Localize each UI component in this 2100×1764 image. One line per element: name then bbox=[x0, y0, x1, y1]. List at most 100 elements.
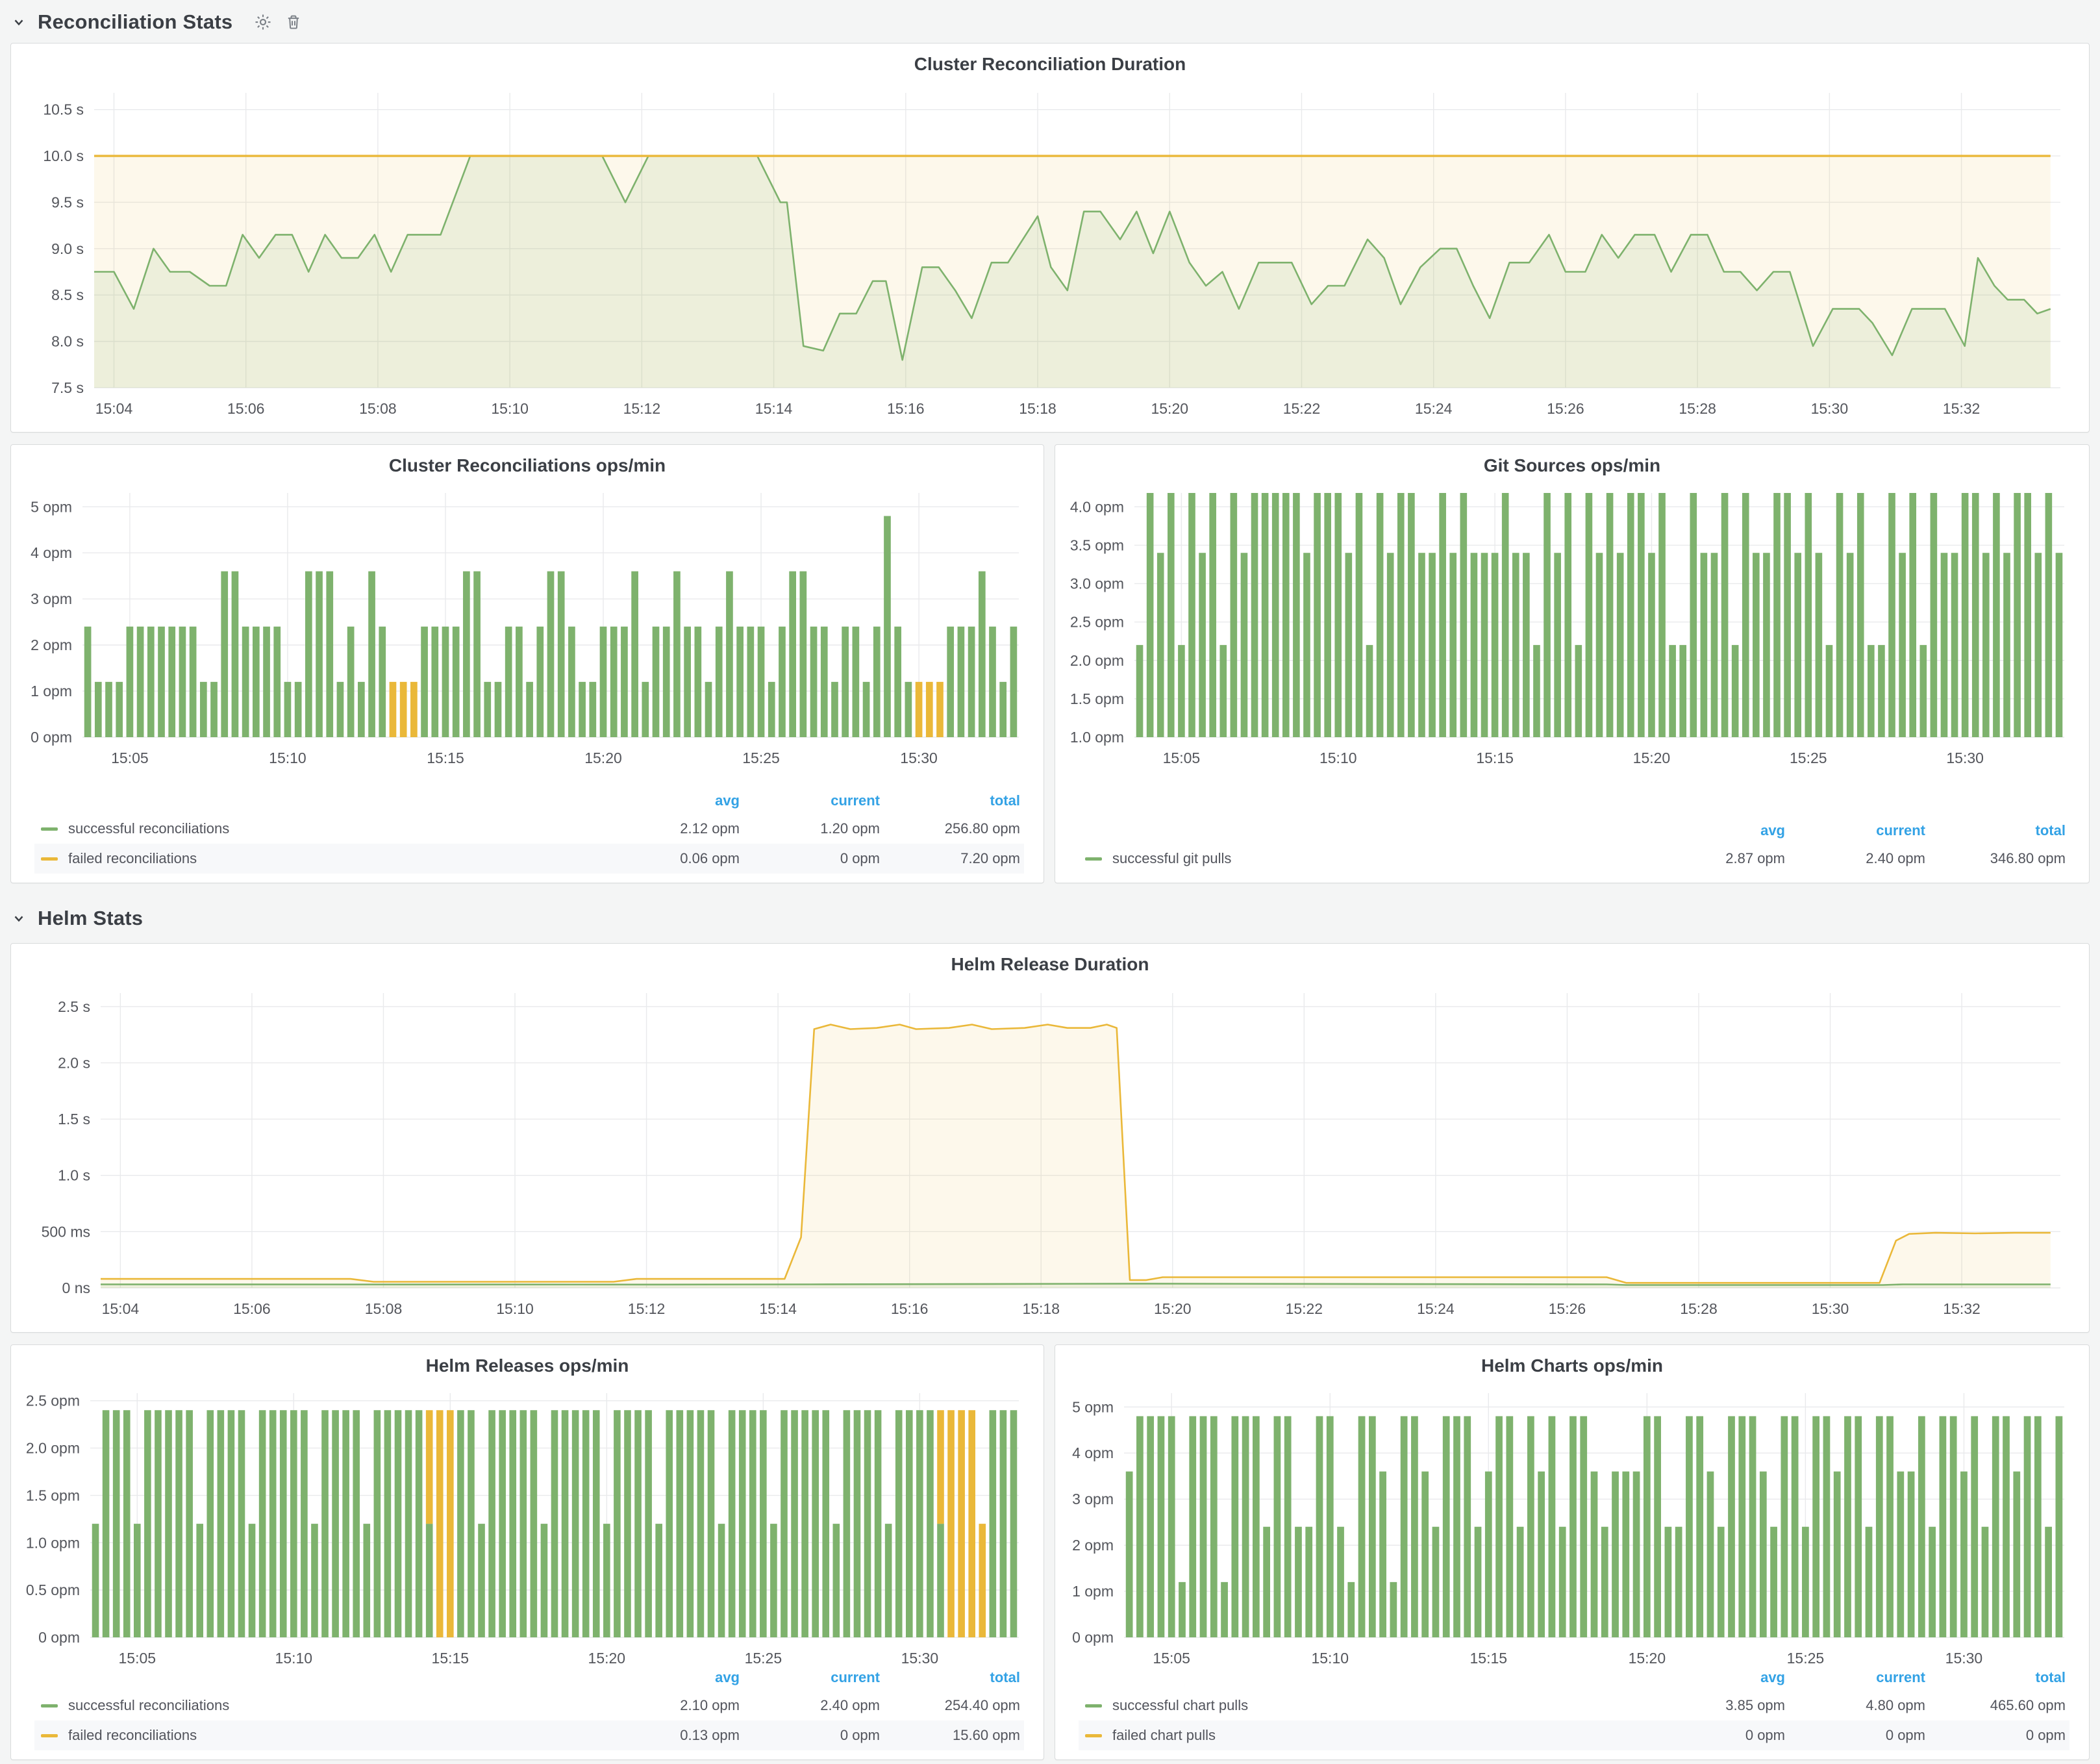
legend-series-label[interactable]: failed reconciliations bbox=[68, 1727, 603, 1744]
series-color-dash bbox=[41, 857, 58, 861]
legend-value: 0 opm bbox=[1789, 1727, 1929, 1744]
legend-sort-avg[interactable]: avg bbox=[603, 1669, 744, 1686]
legend-helm-charts: avgcurrenttotalsuccessful chart pulls3.8… bbox=[1079, 1665, 2069, 1750]
chevron-down-icon bbox=[12, 15, 26, 29]
svg-text:15:25: 15:25 bbox=[1790, 750, 1827, 766]
legend-series-label[interactable]: successful git pulls bbox=[1112, 850, 1649, 867]
panel-title[interactable]: Helm Release Duration bbox=[11, 954, 2089, 975]
svg-text:15:12: 15:12 bbox=[623, 400, 661, 417]
helm-release-duration-chart[interactable]: 2.5 s2.0 s1.5 s1.0 s500 ms0 ns15:0415:06… bbox=[16, 980, 2084, 1327]
svg-text:15:25: 15:25 bbox=[742, 750, 780, 766]
legend-value: 4.80 opm bbox=[1789, 1697, 1929, 1714]
legend-value: 0 opm bbox=[1929, 1727, 2069, 1744]
legend-series-label[interactable]: failed chart pulls bbox=[1112, 1727, 1649, 1744]
svg-text:2.5 s: 2.5 s bbox=[58, 998, 90, 1015]
legend-header: avgcurrenttotal bbox=[1079, 1665, 2069, 1691]
cluster-reconciliation-duration-chart[interactable]: 10.5 s10.0 s9.5 s9.0 s8.5 s8.0 s7.5 s15:… bbox=[16, 80, 2084, 427]
svg-text:9.0 s: 9.0 s bbox=[51, 240, 84, 257]
panel-title[interactable]: Cluster Reconciliation Duration bbox=[11, 54, 2089, 75]
chevron-down-icon bbox=[12, 911, 26, 926]
legend-series-label[interactable]: successful reconciliations bbox=[68, 1697, 603, 1714]
trash-icon[interactable] bbox=[284, 13, 303, 31]
legend-row: successful reconciliations2.12 opm1.20 o… bbox=[34, 814, 1024, 844]
panel-cluster-reconciliations-opm: Cluster Reconciliations ops/min 5 opm4 o… bbox=[10, 444, 1044, 883]
svg-text:15:32: 15:32 bbox=[1943, 400, 1981, 417]
legend-sort-current[interactable]: current bbox=[1789, 822, 1929, 839]
legend-row: successful reconciliations2.10 opm2.40 o… bbox=[34, 1691, 1024, 1720]
legend-series-label[interactable]: failed reconciliations bbox=[68, 850, 603, 867]
helm-releases-opm-chart[interactable]: 2.5 opm2.0 opm1.5 opm1.0 opm0.5 opm0 opm… bbox=[16, 1381, 1037, 1675]
legend-row: successful git pulls2.87 opm2.40 opm346.… bbox=[1079, 844, 2069, 874]
panel-cluster-reconciliation-duration: Cluster Reconciliation Duration 10.5 s10… bbox=[10, 43, 2090, 433]
legend-cluster-reconciliations: avgcurrenttotalsuccessful reconciliation… bbox=[34, 788, 1024, 874]
legend-sort-current[interactable]: current bbox=[1789, 1669, 1929, 1686]
legend-helm-releases: avgcurrenttotalsuccessful reconciliation… bbox=[34, 1665, 1024, 1750]
series-color-dash bbox=[41, 827, 58, 831]
legend-value: 0.13 opm bbox=[603, 1727, 744, 1744]
svg-text:1.0 s: 1.0 s bbox=[58, 1167, 90, 1184]
svg-text:2.0 opm: 2.0 opm bbox=[26, 1440, 80, 1457]
series-color-dash bbox=[41, 1734, 58, 1737]
svg-text:0 opm: 0 opm bbox=[1072, 1629, 1114, 1646]
legend-sort-total[interactable]: total bbox=[1929, 822, 2069, 839]
svg-text:15:28: 15:28 bbox=[1679, 400, 1716, 417]
svg-text:15:04: 15:04 bbox=[95, 400, 133, 417]
legend-sort-current[interactable]: current bbox=[744, 1669, 884, 1686]
svg-text:2 opm: 2 opm bbox=[1072, 1537, 1114, 1554]
svg-text:15:10: 15:10 bbox=[269, 750, 306, 766]
panel-helm-releases-opm: Helm Releases ops/min 2.5 opm2.0 opm1.5 … bbox=[10, 1344, 1044, 1760]
cluster-reconciliations-opm-chart[interactable]: 5 opm4 opm3 opm2 opm1 opm0 opm15:0515:10… bbox=[16, 481, 1037, 775]
svg-text:10.5 s: 10.5 s bbox=[43, 101, 84, 118]
series-color-dash bbox=[1085, 1704, 1102, 1707]
legend-git-sources: avgcurrenttotal successful git pulls2.87 … bbox=[1079, 818, 2069, 874]
legend-header: avgcurrenttotal bbox=[34, 788, 1024, 814]
svg-text:15:18: 15:18 bbox=[1019, 400, 1056, 417]
svg-text:15:20: 15:20 bbox=[1154, 1300, 1192, 1317]
section-header-reconciliation-stats[interactable]: Reconciliation Stats bbox=[12, 5, 303, 39]
gear-icon[interactable] bbox=[253, 12, 273, 32]
legend-series-label[interactable]: successful chart pulls bbox=[1112, 1697, 1649, 1714]
panel-title[interactable]: Cluster Reconciliations ops/min bbox=[11, 455, 1044, 476]
svg-text:2.0 s: 2.0 s bbox=[58, 1054, 90, 1071]
svg-text:4 opm: 4 opm bbox=[1072, 1444, 1114, 1461]
legend-sort-total[interactable]: total bbox=[884, 1669, 1024, 1686]
svg-text:15:22: 15:22 bbox=[1286, 1300, 1323, 1317]
svg-text:3.5 opm: 3.5 opm bbox=[1070, 536, 1124, 553]
helm-charts-opm-chart[interactable]: 5 opm4 opm3 opm2 opm1 opm0 opm15:0515:10… bbox=[1060, 1381, 2082, 1675]
legend-sort-total[interactable]: total bbox=[1929, 1669, 2069, 1686]
legend-value: 2.10 opm bbox=[603, 1697, 744, 1714]
legend-header: avgcurrenttotal bbox=[34, 1665, 1024, 1691]
svg-text:15:12: 15:12 bbox=[628, 1300, 666, 1317]
legend-row: failed reconciliations0.06 opm0 opm7.20 … bbox=[34, 844, 1024, 874]
svg-text:15:20: 15:20 bbox=[584, 750, 622, 766]
legend-row: failed chart pulls0 opm0 opm0 opm bbox=[1079, 1720, 2069, 1750]
svg-text:15:05: 15:05 bbox=[111, 750, 149, 766]
panel-title[interactable]: Git Sources ops/min bbox=[1055, 455, 2089, 476]
svg-text:15:30: 15:30 bbox=[1946, 750, 1984, 766]
legend-sort-avg[interactable]: avg bbox=[1649, 822, 1789, 839]
svg-text:0 ns: 0 ns bbox=[62, 1279, 90, 1296]
section-title: Reconciliation Stats bbox=[38, 10, 232, 34]
section-header-helm-stats[interactable]: Helm Stats bbox=[12, 901, 143, 935]
legend-sort-current[interactable]: current bbox=[744, 792, 884, 809]
legend-value: 0 opm bbox=[1649, 1727, 1789, 1744]
legend-sort-avg[interactable]: avg bbox=[1649, 1669, 1789, 1686]
panel-title[interactable]: Helm Releases ops/min bbox=[11, 1355, 1044, 1376]
legend-sort-avg[interactable]: avg bbox=[603, 792, 744, 809]
svg-text:15:04: 15:04 bbox=[102, 1300, 140, 1317]
legend-value: 0.06 opm bbox=[603, 850, 744, 867]
svg-text:2.0 opm: 2.0 opm bbox=[1070, 652, 1124, 669]
git-sources-opm-chart[interactable]: 4.0 opm3.5 opm3.0 opm2.5 opm2.0 opm1.5 o… bbox=[1060, 481, 2082, 775]
legend-value: 2.40 opm bbox=[744, 1697, 884, 1714]
legend-sort-total[interactable]: total bbox=[884, 792, 1024, 809]
svg-text:1.5 opm: 1.5 opm bbox=[1070, 690, 1124, 707]
svg-text:15:10: 15:10 bbox=[1319, 750, 1357, 766]
svg-text:15:14: 15:14 bbox=[759, 1300, 797, 1317]
legend-value: 15.60 opm bbox=[884, 1727, 1024, 1744]
svg-text:15:20: 15:20 bbox=[1633, 750, 1671, 766]
legend-series-label[interactable]: successful reconciliations bbox=[68, 820, 603, 837]
svg-text:15:08: 15:08 bbox=[359, 400, 397, 417]
section-title: Helm Stats bbox=[38, 907, 143, 930]
panel-title[interactable]: Helm Charts ops/min bbox=[1055, 1355, 2089, 1376]
svg-text:4.0 opm: 4.0 opm bbox=[1070, 498, 1124, 515]
